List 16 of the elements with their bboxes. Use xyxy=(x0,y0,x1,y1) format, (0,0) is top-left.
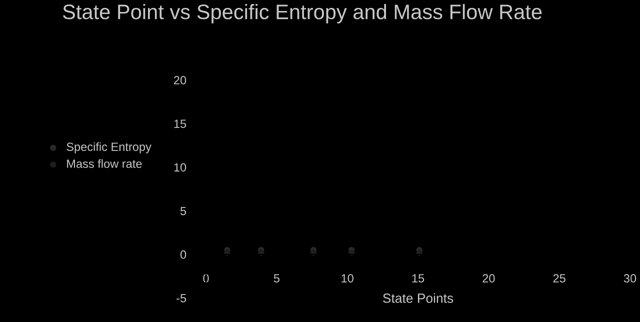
y-tick-label: -5 xyxy=(176,294,186,302)
x-tick-label: 30 xyxy=(624,274,636,283)
x-tick-label: 5 xyxy=(274,274,280,283)
x-axis-title: State Points xyxy=(383,293,454,303)
y-tick-label: 10 xyxy=(174,163,186,172)
legend-label: Mass flow rate xyxy=(67,159,142,168)
x-tick-label: 15 xyxy=(412,274,424,283)
x-tick-label: 10 xyxy=(342,274,354,283)
y-tick-label: 5 xyxy=(180,206,186,216)
chart-title: State Point vs Specific Entropy and Mass Flow Rate xyxy=(62,4,542,24)
y-tick-label: 15 xyxy=(174,120,186,128)
legend-label: Specific Entropy xyxy=(66,142,152,154)
x-tick-label: 20 xyxy=(482,274,495,283)
y-tick-label: 0 xyxy=(180,250,186,259)
x-tick-label: 25 xyxy=(553,274,566,283)
y-tick-label: 20 xyxy=(174,76,186,84)
